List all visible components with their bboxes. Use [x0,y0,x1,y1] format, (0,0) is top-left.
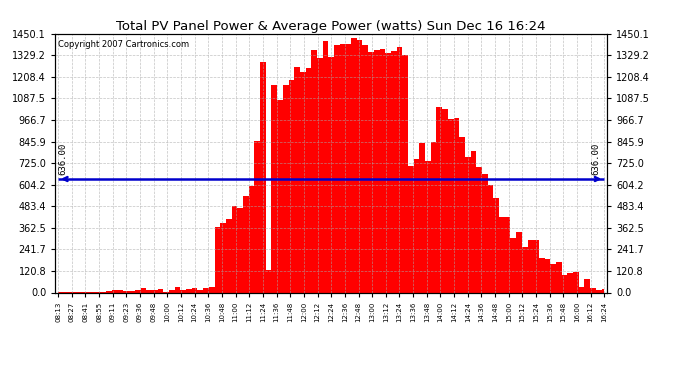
Text: 636.00: 636.00 [591,142,600,174]
Text: 636.00: 636.00 [58,142,67,174]
Title: Total PV Panel Power & Average Power (watts) Sun Dec 16 16:24: Total PV Panel Power & Average Power (wa… [117,20,546,33]
Text: Copyright 2007 Cartronics.com: Copyright 2007 Cartronics.com [58,40,189,49]
